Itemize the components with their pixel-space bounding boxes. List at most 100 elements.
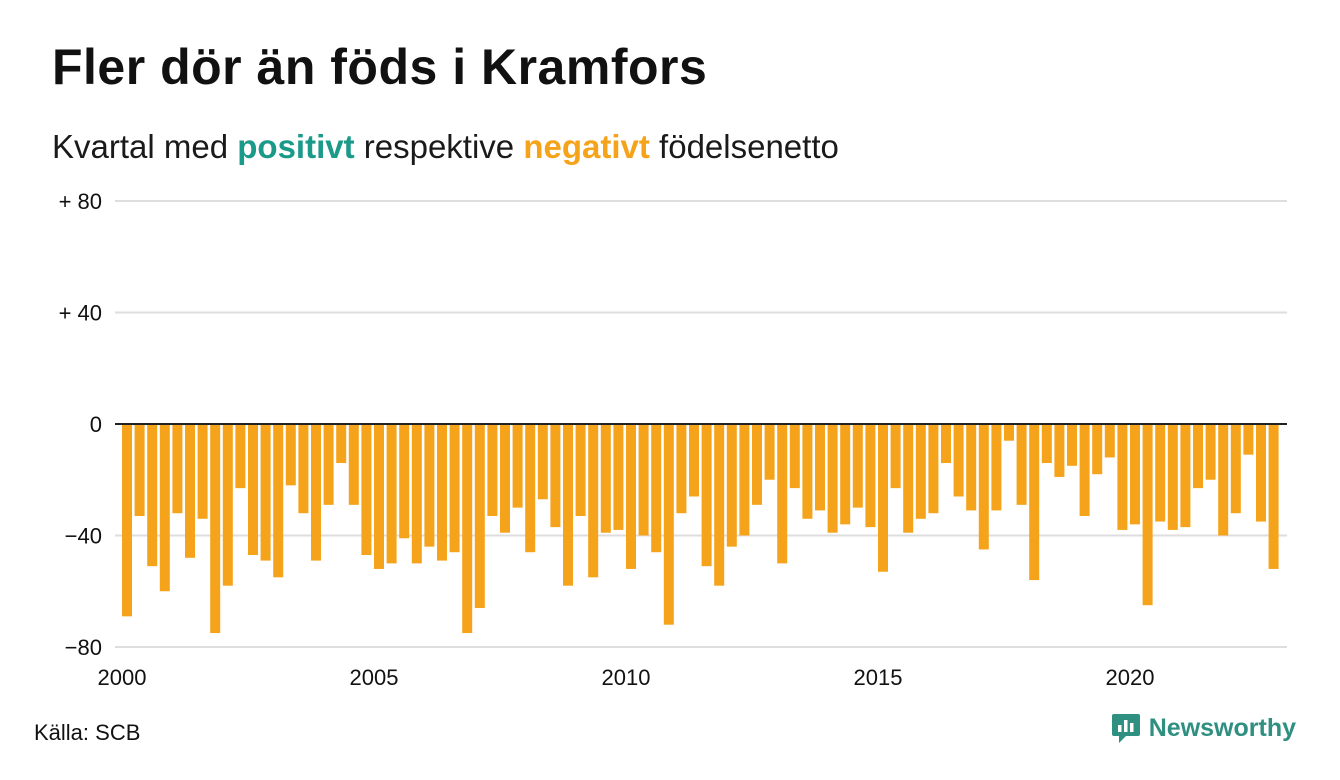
bar: [147, 424, 158, 567]
chart-subtitle: Kvartal med positivt respektive negativt…: [52, 128, 839, 166]
bar: [1180, 424, 1191, 528]
x-tick-label: 2000: [98, 665, 147, 690]
bar: [802, 424, 813, 519]
subtitle-suffix: födelsenetto: [649, 128, 839, 165]
bar: [1117, 424, 1128, 530]
bar: [752, 424, 762, 505]
x-tick-label: 2005: [350, 665, 399, 690]
bar: [651, 424, 662, 553]
bar: [890, 424, 901, 489]
bar: [424, 424, 435, 547]
bar: [978, 424, 989, 550]
bar: [1230, 424, 1241, 514]
bar: [714, 424, 725, 586]
bar: [903, 424, 914, 533]
bar: [1268, 424, 1279, 569]
bar: [626, 424, 636, 569]
bar: [185, 424, 195, 558]
newsworthy-logo-icon: [1111, 714, 1140, 743]
brand-logo[interactable]: Newsworthy: [1111, 712, 1296, 744]
bar: [235, 424, 246, 489]
bar: [852, 424, 863, 508]
bar: [1243, 424, 1254, 455]
bar: [474, 424, 485, 608]
y-tick-label: −40: [65, 524, 102, 549]
bar: [1016, 424, 1027, 505]
bar: [487, 424, 498, 516]
y-tick-label: 0: [90, 412, 102, 437]
bar: [1004, 424, 1014, 441]
bar: [1092, 424, 1103, 475]
bar: [840, 424, 851, 525]
bar: [613, 424, 624, 530]
bar-chart: + 80 + 40 0 −40 −80 2000 2005 2010 2015 2020: [59, 189, 1287, 690]
bar: [1218, 424, 1229, 536]
bar: [159, 424, 170, 592]
bar: [1256, 424, 1266, 522]
bar: [285, 424, 296, 486]
bar: [210, 424, 221, 634]
bar: [1029, 424, 1040, 581]
bar: [298, 424, 309, 514]
bar: [815, 424, 825, 511]
bar: [134, 424, 145, 516]
bar: [512, 424, 523, 508]
bar: [1193, 424, 1203, 489]
bar: [1079, 424, 1090, 516]
bar: [1041, 424, 1052, 464]
bar: [588, 424, 599, 578]
bar: [777, 424, 788, 564]
subtitle-positive: positivt: [237, 128, 355, 165]
bar: [663, 424, 674, 625]
y-tick-label: + 40: [59, 301, 102, 326]
bar: [537, 424, 548, 500]
subtitle-middle: respektive: [354, 128, 524, 165]
bar: [638, 424, 649, 536]
bar: [600, 424, 611, 533]
bar: [941, 424, 951, 464]
brand-name: Newsworthy: [1148, 713, 1296, 742]
x-axis-labels: 2000 2005 2010 2015 2020: [98, 665, 1155, 690]
bar: [361, 424, 372, 556]
bar: [739, 424, 750, 536]
bar: [336, 424, 347, 464]
subtitle-negative: negativt: [523, 128, 650, 165]
bar: [550, 424, 561, 528]
bar: [676, 424, 687, 514]
bar: [764, 424, 775, 480]
bar: [563, 424, 573, 586]
y-tick-label: + 80: [59, 189, 102, 214]
bar: [575, 424, 586, 516]
bar: [789, 424, 800, 489]
bar: [1142, 424, 1153, 606]
subtitle-prefix: Kvartal med: [52, 128, 238, 165]
source-note: Källa: SCB: [34, 720, 141, 745]
grid-lines: [115, 200, 1287, 648]
bar: [399, 424, 410, 539]
bar: [462, 424, 473, 634]
bar: [928, 424, 939, 514]
bar: [525, 424, 536, 553]
bar: [311, 424, 321, 561]
bar: [449, 424, 460, 553]
bar: [1130, 424, 1140, 525]
bar: [701, 424, 712, 567]
bar: [1167, 424, 1178, 530]
y-tick-label: −80: [65, 635, 102, 660]
bars: [122, 424, 1279, 634]
bar: [197, 424, 208, 519]
bar: [222, 424, 233, 586]
y-axis-labels: + 80 + 40 0 −40 −80: [59, 189, 102, 660]
bar: [1067, 424, 1077, 466]
bar: [374, 424, 384, 569]
x-tick-label: 2020: [1106, 665, 1155, 690]
bar: [437, 424, 447, 561]
bar: [1104, 424, 1115, 458]
bar: [865, 424, 876, 528]
bar: [386, 424, 397, 564]
bar: [1054, 424, 1065, 477]
bar: [991, 424, 1002, 511]
bar: [323, 424, 334, 505]
bar: [122, 424, 132, 617]
bar: [500, 424, 510, 533]
